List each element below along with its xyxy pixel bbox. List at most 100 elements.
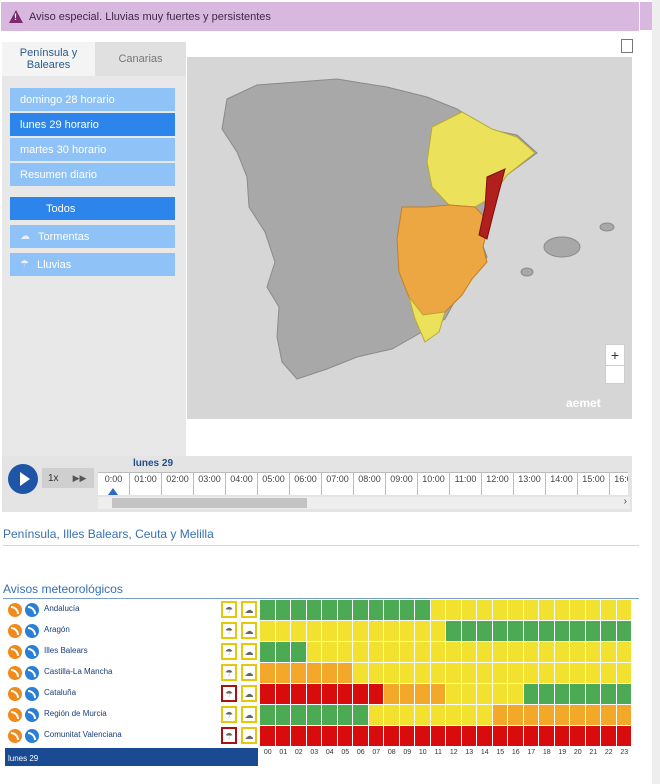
hour-cell[interactable] [430, 600, 446, 620]
hour-cell[interactable] [399, 705, 415, 725]
hour-cell[interactable] [399, 642, 415, 662]
hour-cell[interactable] [461, 684, 477, 704]
timeline-hour[interactable]: 11:00 [450, 473, 482, 495]
hour-cell[interactable] [601, 642, 617, 662]
hour-cell[interactable] [523, 684, 539, 704]
hour-cell[interactable] [492, 600, 508, 620]
rss-icon[interactable] [8, 624, 22, 638]
timeline-hour[interactable]: 05:00 [258, 473, 290, 495]
timeline-hour[interactable]: 06:00 [290, 473, 322, 495]
tab-peninsula[interactable]: Península y Baleares [2, 42, 95, 76]
hour-cell[interactable] [461, 642, 477, 662]
hour-cell[interactable] [260, 663, 276, 683]
hour-cell[interactable] [384, 642, 400, 662]
rss-icon[interactable] [8, 645, 22, 659]
hour-cell[interactable] [337, 621, 353, 641]
hour-cell[interactable] [399, 684, 415, 704]
hour-cell[interactable] [446, 600, 462, 620]
hour-cell[interactable] [446, 642, 462, 662]
hour-cell[interactable] [430, 684, 446, 704]
hour-cell[interactable] [539, 684, 555, 704]
hour-cell[interactable] [570, 600, 586, 620]
hour-cell[interactable] [492, 621, 508, 641]
hour-cell[interactable] [477, 705, 493, 725]
hour-cell[interactable] [368, 663, 384, 683]
hour-cell[interactable] [353, 726, 369, 746]
hour-cell[interactable] [260, 600, 276, 620]
hour-cell[interactable] [430, 663, 446, 683]
hour-cell[interactable] [368, 705, 384, 725]
hour-cell[interactable] [337, 642, 353, 662]
hour-cell[interactable] [492, 726, 508, 746]
feed-icon[interactable] [25, 603, 39, 617]
hour-cell[interactable] [260, 726, 276, 746]
scroll-thumb[interactable] [112, 498, 307, 508]
hour-cell[interactable] [601, 705, 617, 725]
rain-warning-icon[interactable]: ☂ [221, 664, 237, 681]
timeline-hour[interactable]: 14:00 [546, 473, 578, 495]
hour-cell[interactable] [523, 726, 539, 746]
hour-cell[interactable] [523, 705, 539, 725]
day-option-tuesday[interactable]: martes 30 horario [10, 138, 175, 161]
hour-cell[interactable] [291, 600, 307, 620]
zoom-control[interactable]: + [605, 344, 625, 384]
hour-cell[interactable] [353, 705, 369, 725]
hour-cell[interactable] [306, 684, 322, 704]
timeline-hour[interactable]: 16:00 [610, 473, 628, 495]
hour-cell[interactable] [275, 684, 291, 704]
tab-canarias[interactable]: Canarias [95, 42, 186, 76]
day-option-monday[interactable]: lunes 29 horario [10, 113, 175, 136]
hour-cell[interactable] [601, 663, 617, 683]
hour-cell[interactable] [415, 726, 431, 746]
hour-cell[interactable] [337, 684, 353, 704]
hour-cell[interactable] [260, 705, 276, 725]
hour-cell[interactable] [570, 621, 586, 641]
hour-cell[interactable] [570, 663, 586, 683]
timeline-hour[interactable]: 10:00 [418, 473, 450, 495]
rss-icon[interactable] [8, 666, 22, 680]
hour-cell[interactable] [570, 705, 586, 725]
hour-cell[interactable] [508, 663, 524, 683]
day-option-sunday[interactable]: domingo 28 horario [10, 88, 175, 111]
hour-cell[interactable] [430, 705, 446, 725]
hour-cell[interactable] [275, 642, 291, 662]
region-name[interactable]: Andalucía [44, 604, 80, 613]
hour-cell[interactable] [585, 663, 601, 683]
hour-cell[interactable] [508, 705, 524, 725]
hour-cell[interactable] [384, 663, 400, 683]
hour-cell[interactable] [399, 600, 415, 620]
hour-cell[interactable] [477, 726, 493, 746]
hour-cell[interactable] [585, 726, 601, 746]
hour-cell[interactable] [446, 726, 462, 746]
storm-warning-icon[interactable]: ☁ [241, 685, 257, 702]
hour-cell[interactable] [508, 600, 524, 620]
timeline-hour[interactable]: 12:00 [482, 473, 514, 495]
region-name[interactable]: Cataluña [44, 688, 77, 697]
hour-cell[interactable] [539, 600, 555, 620]
timeline-hours[interactable]: 0:00 01:00 02:00 03:00 04:00 05:00 06:00 07:00 0… [98, 472, 628, 495]
hour-cell[interactable] [492, 705, 508, 725]
timeline-marker[interactable] [108, 488, 118, 495]
hour-cell[interactable] [446, 705, 462, 725]
hour-cell[interactable] [461, 663, 477, 683]
hour-cell[interactable] [353, 600, 369, 620]
hour-cell[interactable] [353, 684, 369, 704]
hour-cell[interactable] [306, 663, 322, 683]
timeline-hour[interactable]: 09:00 [386, 473, 418, 495]
hour-cell[interactable] [291, 621, 307, 641]
hour-cell[interactable] [368, 684, 384, 704]
filter-rain[interactable]: ☂ Lluvias [10, 253, 175, 276]
hour-cell[interactable] [616, 684, 632, 704]
filter-all[interactable]: Todos [10, 197, 175, 220]
storm-warning-icon[interactable]: ☁ [241, 622, 257, 639]
speed-control[interactable]: 1x ▶▶ [42, 468, 94, 488]
hour-cell[interactable] [415, 600, 431, 620]
hour-cell[interactable] [430, 621, 446, 641]
feed-icon[interactable] [25, 708, 39, 722]
hour-cell[interactable] [616, 600, 632, 620]
hour-cell[interactable] [415, 642, 431, 662]
hour-cell[interactable] [508, 621, 524, 641]
rain-warning-icon[interactable]: ☂ [221, 622, 237, 639]
hour-cell[interactable] [322, 642, 338, 662]
hour-cell[interactable] [616, 663, 632, 683]
